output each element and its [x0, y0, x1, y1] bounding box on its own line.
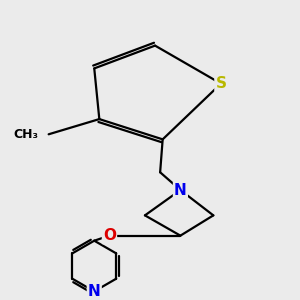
- Text: O: O: [103, 228, 116, 243]
- Text: S: S: [215, 76, 226, 91]
- Text: N: N: [88, 284, 100, 299]
- Text: N: N: [174, 182, 187, 197]
- Text: CH₃: CH₃: [14, 128, 38, 141]
